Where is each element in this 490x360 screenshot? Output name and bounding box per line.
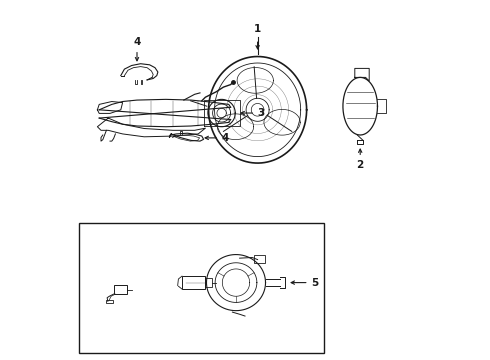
Bar — [79, 223, 324, 353]
Text: 2: 2 — [357, 160, 364, 170]
Text: 1: 1 — [254, 24, 261, 34]
Bar — [254, 256, 265, 264]
Bar — [106, 300, 113, 303]
Text: 4: 4 — [133, 37, 141, 47]
Text: 5: 5 — [312, 278, 319, 288]
Text: 3: 3 — [258, 108, 265, 118]
Text: 4: 4 — [221, 133, 229, 143]
Bar — [205, 278, 212, 287]
Bar — [182, 276, 205, 289]
Bar — [114, 285, 127, 294]
